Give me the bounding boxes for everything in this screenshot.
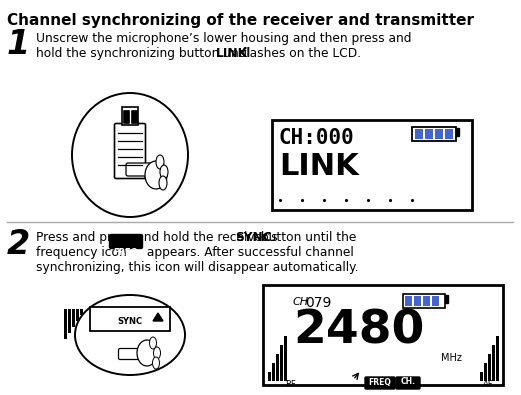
Bar bbox=[432, 296, 439, 306]
Bar bbox=[405, 296, 412, 306]
Text: SYNC: SYNC bbox=[235, 231, 272, 244]
Text: LINK: LINK bbox=[216, 47, 248, 60]
Bar bbox=[425, 129, 433, 139]
Bar bbox=[488, 354, 490, 381]
Bar bbox=[276, 354, 279, 381]
Text: SYNC: SYNC bbox=[117, 317, 143, 326]
Ellipse shape bbox=[137, 340, 157, 366]
Bar bbox=[90, 307, 170, 331]
Bar bbox=[445, 129, 453, 139]
Text: CH.: CH. bbox=[401, 378, 416, 386]
Ellipse shape bbox=[150, 337, 156, 349]
Bar bbox=[415, 129, 423, 139]
FancyBboxPatch shape bbox=[396, 377, 420, 389]
Bar bbox=[80, 309, 82, 315]
Ellipse shape bbox=[154, 347, 160, 359]
Bar bbox=[403, 294, 445, 308]
Text: FREQ: FREQ bbox=[114, 248, 139, 258]
FancyBboxPatch shape bbox=[126, 163, 152, 176]
Bar bbox=[72, 309, 75, 327]
FancyBboxPatch shape bbox=[123, 111, 130, 124]
Text: flashes on the LCD.: flashes on the LCD. bbox=[239, 47, 362, 60]
Bar bbox=[484, 363, 487, 381]
Text: CH:000: CH:000 bbox=[279, 128, 355, 148]
Bar bbox=[445, 295, 448, 303]
Bar bbox=[480, 372, 482, 381]
Text: button until the: button until the bbox=[257, 231, 356, 244]
Polygon shape bbox=[153, 313, 163, 321]
FancyBboxPatch shape bbox=[109, 235, 143, 248]
Bar bbox=[64, 309, 67, 339]
Ellipse shape bbox=[159, 176, 167, 190]
Bar bbox=[284, 336, 287, 381]
Bar bbox=[68, 309, 70, 333]
Ellipse shape bbox=[160, 165, 168, 179]
Bar bbox=[456, 128, 459, 136]
FancyBboxPatch shape bbox=[131, 111, 138, 124]
Text: 2: 2 bbox=[7, 228, 30, 261]
Bar bbox=[492, 345, 494, 381]
Text: Unscrew the microphone’s lower housing and then press and: Unscrew the microphone’s lower housing a… bbox=[36, 32, 412, 45]
Bar bbox=[263, 285, 503, 385]
FancyBboxPatch shape bbox=[115, 124, 145, 179]
Text: LINK: LINK bbox=[279, 152, 359, 181]
Bar bbox=[423, 296, 430, 306]
Bar bbox=[272, 363, 275, 381]
Text: MHz: MHz bbox=[441, 353, 462, 363]
Text: frequency icon: frequency icon bbox=[36, 246, 131, 259]
Bar bbox=[272, 120, 472, 210]
Text: appears. After successful channel: appears. After successful channel bbox=[143, 246, 354, 259]
Text: 1: 1 bbox=[7, 28, 30, 61]
Bar bbox=[414, 296, 421, 306]
Ellipse shape bbox=[153, 357, 159, 369]
Text: RF: RF bbox=[285, 380, 296, 389]
Bar bbox=[435, 129, 443, 139]
Text: synchronizing, this icon will disappear automatically.: synchronizing, this icon will disappear … bbox=[36, 261, 358, 274]
Bar bbox=[122, 107, 138, 125]
Text: AF: AF bbox=[483, 380, 493, 389]
Bar bbox=[496, 336, 499, 381]
Text: Channel synchronizing of the receiver and transmitter: Channel synchronizing of the receiver an… bbox=[7, 13, 474, 28]
Text: CH: CH bbox=[293, 297, 309, 307]
FancyBboxPatch shape bbox=[118, 348, 142, 359]
Ellipse shape bbox=[145, 161, 167, 189]
Text: 2480: 2480 bbox=[293, 309, 425, 354]
FancyBboxPatch shape bbox=[365, 377, 395, 389]
Bar bbox=[412, 127, 456, 141]
Text: FREQ: FREQ bbox=[368, 378, 391, 386]
Text: 079: 079 bbox=[305, 296, 331, 310]
Text: Press and press and hold the receiver’s: Press and press and hold the receiver’s bbox=[36, 231, 281, 244]
Bar bbox=[280, 345, 282, 381]
Ellipse shape bbox=[156, 155, 164, 169]
Text: hold the synchronizing button until: hold the synchronizing button until bbox=[36, 47, 254, 60]
Bar bbox=[76, 309, 79, 321]
Bar bbox=[268, 372, 270, 381]
